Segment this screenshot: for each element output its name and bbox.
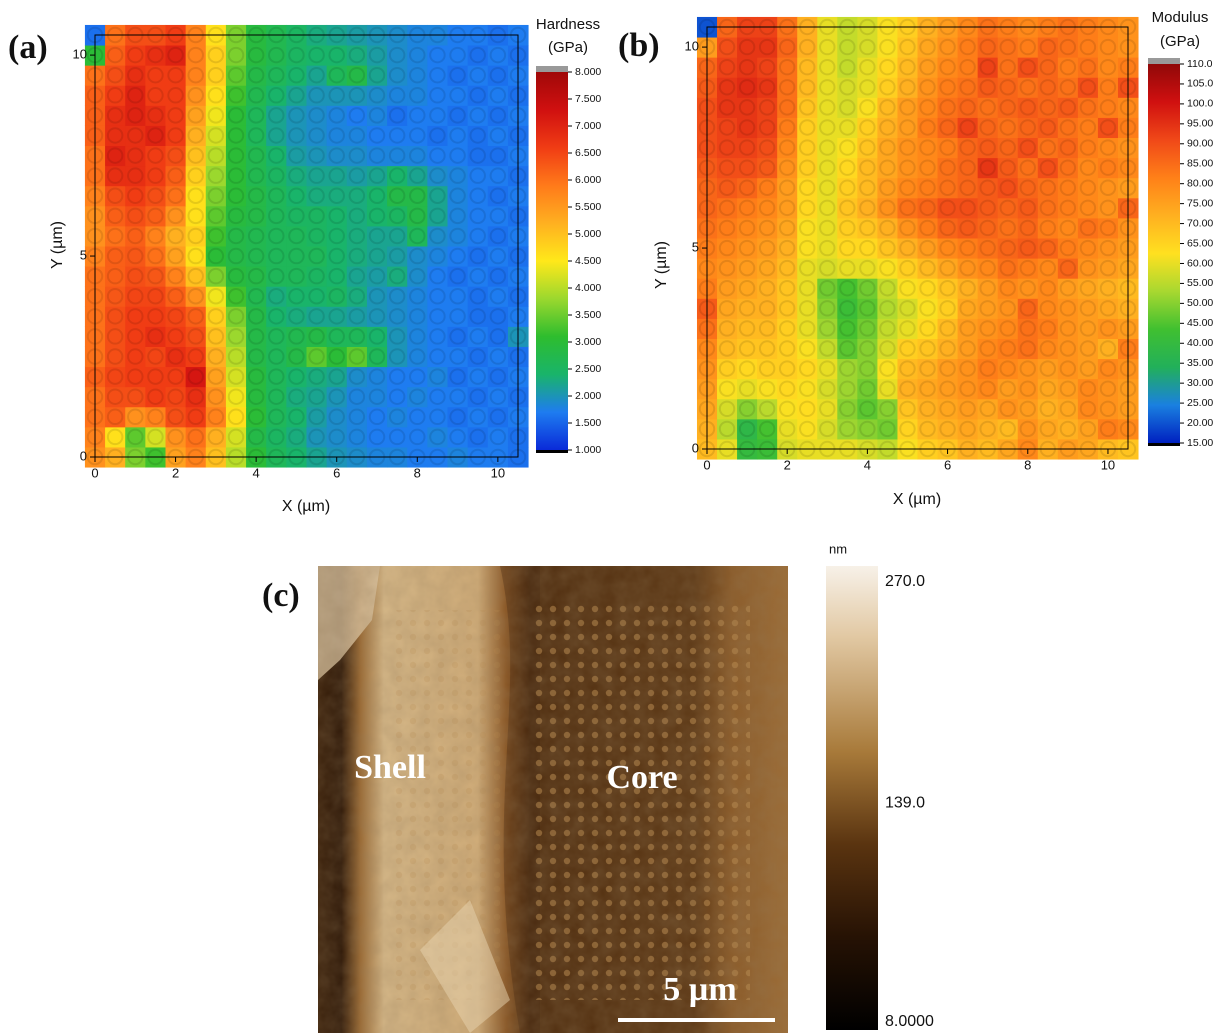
colorbar-tick-label: 30.00 [1187,377,1213,389]
y-tick-label: 5 [80,247,87,262]
colorbar-unit: nm [829,541,847,556]
colorbar-tick-label: 1.000 [575,444,601,456]
colorbar-tick-label: 4.500 [575,255,601,267]
colorbar-tick-label: 60.00 [1187,257,1213,269]
colorbar-tick-label: 3.500 [575,309,601,321]
x-tick-label: 0 [703,457,710,472]
colorbar-tick-label: 5.000 [575,228,601,240]
colorbar-tick-label: 95.00 [1187,118,1213,130]
x-axis-label: X (µm) [282,498,330,515]
y-tick-label: 0 [80,448,87,463]
x-tick-label: 8 [1024,457,1031,472]
x-tick-label: 10 [1101,457,1115,472]
x-tick-label: 2 [784,457,791,472]
colorbar [536,72,568,450]
colorbar-tick-label: 2.000 [575,390,601,402]
colorbar-tick-label: 4.000 [575,282,601,294]
colorbar-tick-label: 7.000 [575,120,601,132]
colorbar-tick-label: 6.500 [575,147,601,159]
colorbar-tick-label: 1.500 [575,417,601,429]
colorbar-title: Hardness [536,16,600,33]
x-axis-label: X (µm) [893,491,941,508]
heatmap-panel: 0 2 4 6 8 10 0 5 10 X (µm) Y (µm) (a) 1.000 1.500 2.00… [8,16,601,515]
x-tick-label: 4 [253,465,260,480]
y-axis-label: Y (µm) [49,221,66,269]
panel-label: (a) [8,29,48,66]
colorbar-tick-label: 55.00 [1187,277,1213,289]
cells [697,17,1139,460]
x-tick-label: 0 [91,465,98,480]
colorbar-tick-label: 2.500 [575,363,601,375]
colorbar-tick-label: 70.00 [1187,217,1213,229]
colorbar-tick-label: 85.00 [1187,158,1213,170]
colorbar-tick-label: 20.00 [1187,417,1213,429]
scale-bar-label: 5 µm [663,971,736,1008]
x-tick-label: 8 [414,465,421,480]
cells [85,25,529,468]
colorbar-tick-label: 15.00 [1187,437,1213,449]
x-tick-label: 4 [864,457,871,472]
x-tick-label: 10 [491,465,505,480]
region-label: Shell [354,749,426,786]
colorbar-unit: (GPa) [548,39,588,56]
x-tick-label: 6 [944,457,951,472]
colorbar-tick-label: 6.000 [575,174,601,186]
colorbar-tick-label: 45.00 [1187,317,1213,329]
x-tick-label: 6 [333,465,340,480]
colorbar-tick-label: 40.00 [1187,337,1213,349]
figure: 0 2 4 6 8 10 0 5 10 X (µm) Y (µm) (a) 1.000 1.500 2.00… [0,0,1224,1033]
colorbar-tick-label: 5.500 [575,201,601,213]
y-tick-label: 5 [692,239,699,254]
x-tick-label: 2 [172,465,179,480]
colorbar-tick-label: 50.00 [1187,297,1213,309]
colorbar-tick-label: 270.0 [885,573,925,590]
colorbar-title: Modulus [1152,9,1209,26]
colorbar-unit: (GPa) [1160,33,1200,50]
afm-image [318,566,788,1033]
colorbar [1148,64,1180,443]
colorbar-tick-label: 35.00 [1187,357,1213,369]
y-tick-label: 10 [73,47,87,62]
heatmap-panel: 0 2 4 6 8 10 0 5 10 X (µm) Y (µm) (b) 15.00 20.00 25.0… [618,9,1213,508]
y-tick-label: 0 [692,440,699,455]
colorbar-tick-label: 90.00 [1187,138,1213,150]
colorbar-tick-label: 8.000 [575,66,601,78]
colorbar-tick-label: 105.0 [1187,78,1213,90]
colorbar-tick-label: 110.0 [1187,58,1213,70]
panel-label: (c) [262,577,300,614]
colorbar-tick-label: 100.0 [1187,98,1213,110]
colorbar-tick-label: 7.500 [575,93,601,105]
colorbar-tick-label: 8.0000 [885,1013,934,1030]
colorbar-floor [536,450,568,453]
colorbar-tick-label: 3.000 [575,336,601,348]
colorbar-cap [536,66,568,72]
afm-colorbar [826,566,878,1030]
y-axis-label: Y (µm) [653,241,670,289]
colorbar-tick-label: 139.0 [885,795,925,812]
afm-texture [318,566,788,1033]
region-label: Core [606,759,677,796]
panel-label: (b) [618,27,660,64]
colorbar-tick-label: 65.00 [1187,237,1213,249]
colorbar-tick-label: 75.00 [1187,197,1213,209]
colorbar-tick-label: 80.00 [1187,177,1213,189]
colorbar-floor [1148,443,1180,446]
colorbar-tick-label: 25.00 [1187,397,1213,409]
colorbar-cap [1148,58,1180,64]
heatmaps: 0 2 4 6 8 10 0 5 10 X (µm) Y (µm) (a) 1.000 1.500 2.00… [8,9,1213,515]
y-tick-label: 10 [685,39,699,54]
